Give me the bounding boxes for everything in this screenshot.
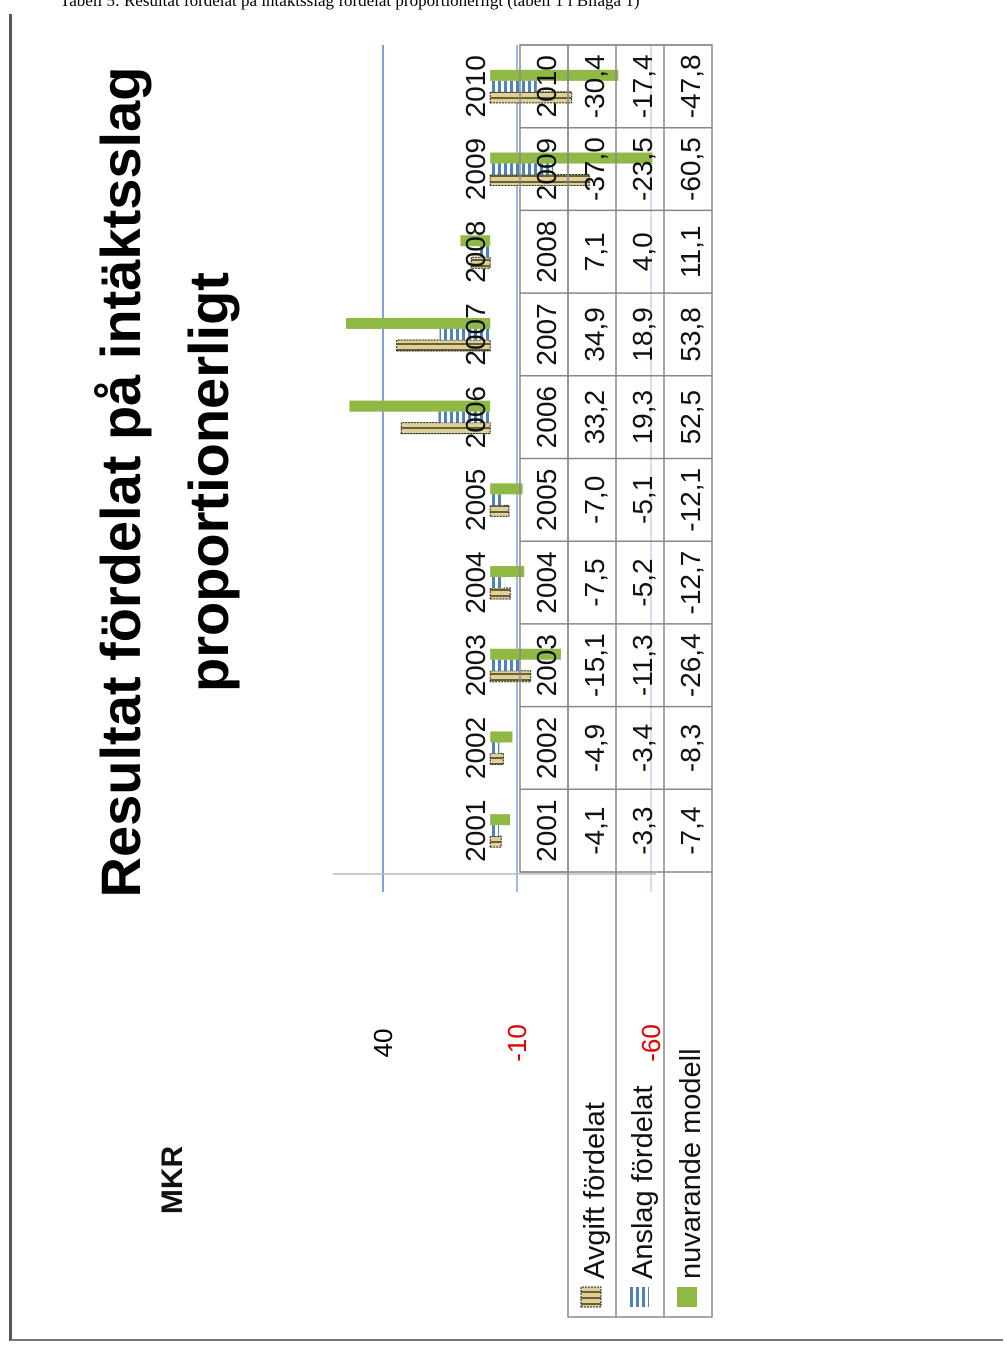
table-header-cell: 2003: [531, 634, 562, 696]
table-cell: 34,9: [579, 307, 610, 362]
bar-nuvarande-modell-2003: [490, 648, 561, 660]
x-tick-label: 2007: [460, 303, 491, 365]
table-cell: 11,1: [675, 226, 706, 278]
table-cell: 4,0: [627, 232, 658, 271]
table-header-cell: 2006: [531, 386, 562, 448]
table-cell: 33,2: [579, 390, 610, 445]
bar-anslag-fördelat-2008: [479, 246, 491, 258]
bar-nuvarande-modell-2001: [490, 814, 511, 826]
x-tick-label: 2008: [460, 221, 491, 283]
x-tick-label: 2004: [460, 551, 491, 613]
legend-key-nuvarande-modell: [677, 1287, 697, 1307]
bar-anslag-fördelat-2004: [490, 577, 505, 589]
table-header-cell: 2009: [531, 138, 562, 200]
bar-nuvarande-modell-2005: [490, 483, 523, 495]
table-cell: -60,5: [675, 137, 706, 201]
table-header-cell: 2010: [531, 55, 562, 117]
y-tick-label: -60: [636, 1024, 666, 1062]
bar-avgift-fördelat-2001: [489, 835, 502, 848]
table-cell: -17,4: [627, 54, 658, 118]
y-axis-label: MKR: [156, 1146, 189, 1215]
x-tick-label: 2006: [460, 386, 491, 448]
bar-avgift-fördelat-2004: [489, 587, 511, 600]
table-cell: -8,3: [675, 724, 706, 772]
table-cell: 19,3: [627, 390, 658, 445]
table-cell: -47,8: [675, 54, 706, 118]
table-cell: -7,5: [579, 558, 610, 606]
bar-anslag-fördelat-2005: [490, 494, 504, 506]
x-tick-label: 2001: [460, 800, 491, 862]
table-cell: -26,4: [675, 633, 706, 697]
x-tick-label: 2003: [460, 634, 491, 696]
bar-anslag-fördelat-2009: [490, 163, 554, 175]
table-cell: -5,1: [627, 476, 658, 524]
table-cell: -5,2: [627, 558, 658, 606]
table-cell: 52,5: [675, 390, 706, 445]
bar-avgift-fördelat-2008: [470, 256, 491, 269]
bar-nuvarande-modell-2007: [346, 317, 491, 329]
x-tick-label: 2002: [460, 717, 491, 779]
chart-text: 40 -10 -60 2001 2001 2002 2002 2003 2003 2004 2004…: [89, 54, 707, 1279]
legend-key-anslag-fördelat: [629, 1287, 649, 1307]
table-cell: -7,4: [675, 807, 706, 855]
bar-anslag-fördelat-2006: [438, 411, 491, 423]
table-cell: 53,8: [675, 307, 706, 362]
chart-title-line-1: Resultat fördelat på intäktsslag: [89, 67, 152, 898]
table-header-cell: 2001: [531, 800, 562, 862]
bar-anslag-fördelat-2003: [490, 659, 521, 671]
table-cell: -4,1: [579, 807, 610, 855]
chart-title-line-2: proportionerligt: [177, 272, 240, 692]
bar-nuvarande-modell-2009: [490, 152, 653, 164]
table-cell: -12,7: [675, 551, 706, 615]
legend-key-avgift-fördelat: [580, 1286, 602, 1308]
table-cell: -30,4: [579, 54, 610, 118]
bar-anslag-fördelat-2007: [439, 328, 491, 340]
bar-nuvarande-modell-2002: [490, 731, 513, 743]
table-cell: -3,3: [627, 807, 658, 855]
table-cell: 18,9: [627, 307, 658, 362]
legend-label: nuvarande modell: [675, 1048, 707, 1279]
bar-nuvarande-modell-2010: [490, 69, 619, 81]
y-tick-label: 40: [368, 1029, 398, 1058]
legend-label: Anslag fördelat: [627, 1086, 659, 1279]
table-header-cell: 2007: [531, 303, 562, 365]
gridlines: [333, 45, 656, 892]
page-header-text: Tabell 5: Resultat fördelat på intäktssl…: [60, 0, 640, 10]
bar-avgift-fördelat-2005: [489, 504, 510, 517]
bar-anslag-fördelat-2001: [490, 825, 500, 837]
table-cell: -23,5: [627, 137, 658, 201]
y-tick-label: -10: [502, 1024, 532, 1062]
table-cell: -4,9: [579, 724, 610, 772]
table-cell: 7,1: [579, 232, 610, 271]
bar-nuvarande-modell-2008: [460, 235, 491, 247]
table-cell: -7,0: [579, 476, 610, 524]
bar-anslag-fördelat-2002: [490, 742, 500, 754]
bar-anslag-fördelat-2010: [490, 80, 537, 92]
x-tick-label: 2009: [460, 138, 491, 200]
table-cell: -37,0: [579, 137, 610, 201]
x-tick-label: 2010: [460, 55, 491, 117]
bar-avgift-fördelat-2002: [489, 752, 504, 765]
bars: [346, 69, 653, 848]
table-cell: -12,1: [675, 468, 706, 532]
table-cell: -15,1: [579, 633, 610, 697]
legend-label: Avgift fördelat: [579, 1102, 611, 1279]
chart-frame: [9, 14, 1003, 1341]
table-cell: -11,3: [627, 634, 658, 696]
x-tick-label: 2005: [460, 469, 491, 531]
bar-avgift-fördelat-2003: [489, 670, 532, 683]
table-header-cell: 2008: [531, 221, 562, 283]
table-header-cell: 2004: [531, 551, 562, 613]
table-header-cell: 2002: [531, 717, 562, 779]
table-cell: -3,4: [627, 724, 658, 772]
bar-nuvarande-modell-2004: [490, 566, 525, 578]
table-header-cell: 2005: [531, 469, 562, 531]
data-table: [519, 44, 713, 1318]
bar-nuvarande-modell-2006: [349, 400, 491, 412]
